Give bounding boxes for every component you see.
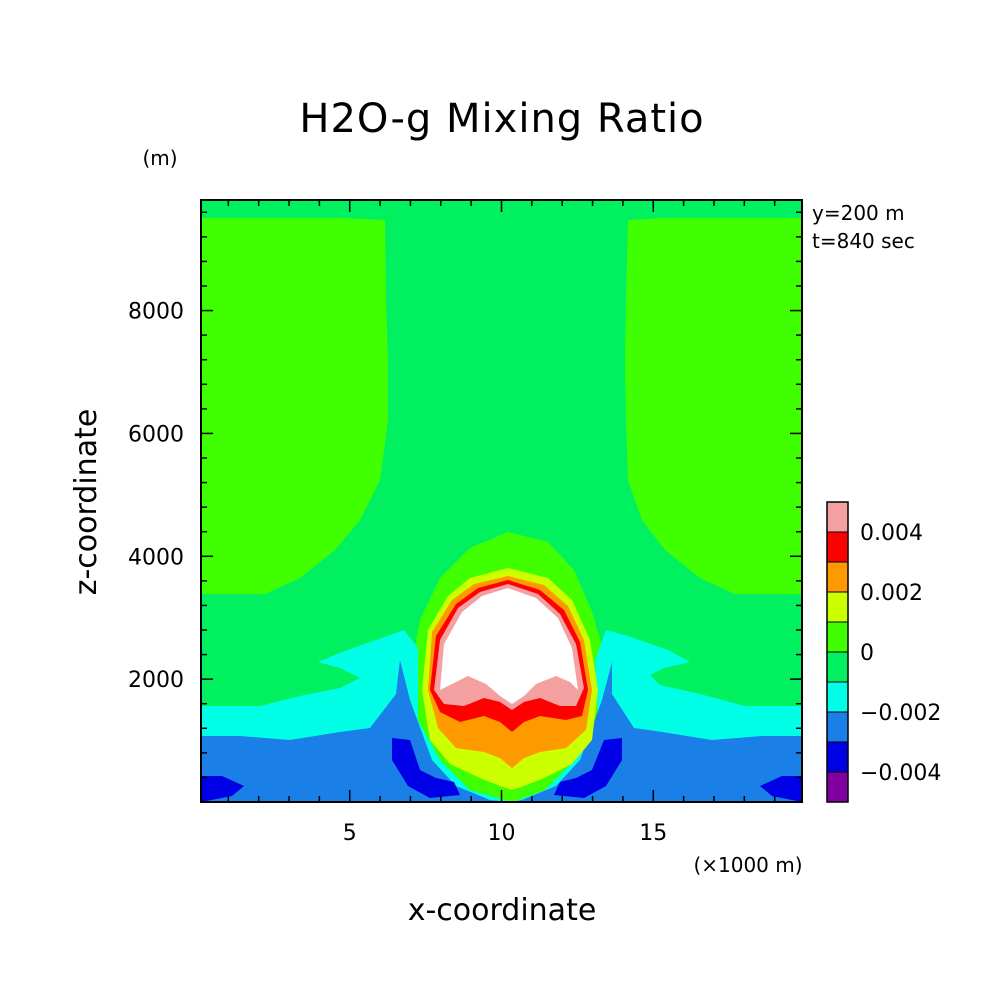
colorbar-swatch [827, 682, 848, 713]
contour-region-darkblue-left [201, 738, 460, 802]
colorbar [826, 501, 849, 803]
contour-region-darkblue-right [554, 738, 802, 802]
y-tick-label: 2000 [128, 668, 184, 693]
annotation-time: t=840 sec [812, 229, 915, 253]
x-tick-labels: 5 10 15 [343, 821, 668, 846]
contour-region-blue-band [201, 660, 802, 802]
x-unit-label: (×1000 m) [693, 853, 802, 877]
annotation-y-position: y=200 m [812, 201, 905, 225]
colorbar-swatch [827, 532, 848, 563]
colorbar-swatch [827, 652, 848, 683]
colorbar-tick-label: 0.002 [860, 581, 923, 606]
x-tick-label: 10 [488, 821, 516, 846]
y-tick-label: 8000 [128, 300, 184, 325]
y-tick-label: 4000 [128, 545, 184, 570]
colorbar-swatch [827, 622, 848, 653]
y-tick-labels: 2000 4000 6000 8000 [128, 300, 184, 694]
contour-region-plume-core [440, 588, 578, 704]
x-axis-label: x-coordinate [408, 893, 597, 928]
contour-region-right-upper [625, 200, 802, 594]
colorbar-tick-label: 0.004 [860, 521, 923, 546]
x-tick-label: 5 [343, 821, 357, 846]
x-tick-label: 15 [639, 821, 667, 846]
colorbar-swatch [827, 502, 848, 533]
colorbar-swatch [827, 592, 848, 623]
colorbar-tick-label: −0.002 [860, 701, 941, 726]
y-tick-label: 6000 [128, 422, 184, 447]
contour-region-left-upper [201, 200, 388, 594]
y-unit-label: (m) [142, 146, 177, 170]
colorbar-swatch [827, 742, 848, 773]
axis-ticks [201, 200, 802, 802]
colorbar-swatch [827, 712, 848, 743]
colorbar-tick-label: −0.004 [860, 761, 941, 786]
colorbar-swatch [827, 562, 848, 593]
contour-field [201, 200, 802, 802]
colorbar-tick-label: 0 [860, 641, 874, 666]
colorbar-labels: −0.004 −0.002 0 0.002 0.004 [860, 521, 941, 786]
contour-region-top-strip [201, 200, 802, 218]
colorbar-swatch [827, 772, 848, 803]
chart-title: H2O-g Mixing Ratio [299, 96, 704, 142]
y-axis-label: z-coordinate [69, 409, 104, 596]
